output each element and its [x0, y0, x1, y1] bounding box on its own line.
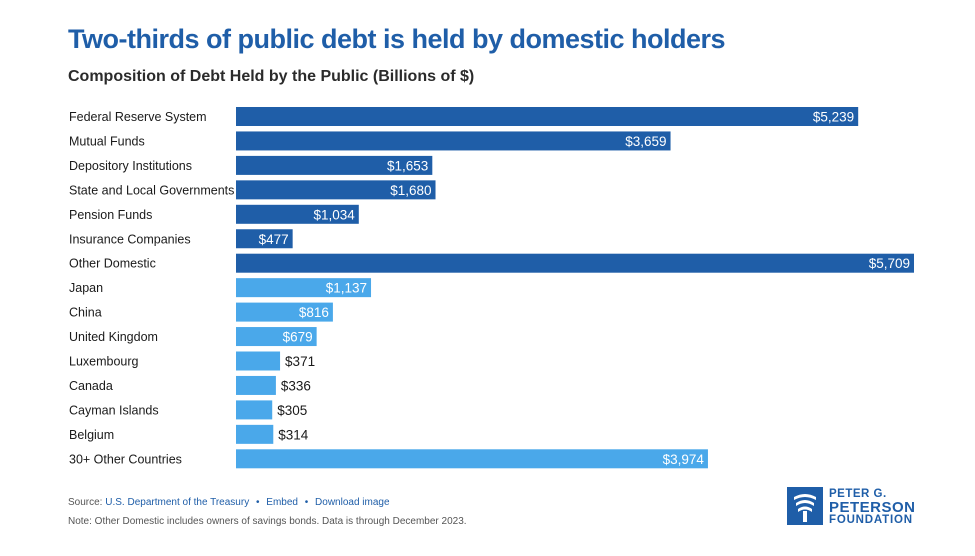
- data-label: $1,653: [387, 158, 428, 173]
- category-label: Belgium: [69, 428, 114, 442]
- bullet-separator: •: [255, 497, 260, 508]
- data-label: $305: [277, 403, 307, 418]
- bar-chart: Federal Reserve System $5,239 Mutual Funds…: [69, 107, 914, 469]
- data-label: $336: [281, 378, 311, 393]
- category-label: Other Domestic: [69, 257, 156, 271]
- category-label: State and Local Governments: [69, 183, 234, 197]
- category-label: Federal Reserve System: [69, 110, 207, 124]
- bar[interactable]: [236, 155, 433, 175]
- source-prefix: Source:: [68, 497, 103, 508]
- bar[interactable]: [236, 180, 436, 200]
- torch-flame-icon: [787, 487, 823, 525]
- data-label: $1,034: [314, 207, 356, 222]
- logo-line-1: PETER G.: [829, 488, 887, 500]
- category-label: Cayman Islands: [69, 403, 159, 417]
- bar[interactable]: [236, 449, 708, 469]
- data-label: $371: [285, 354, 315, 369]
- bar[interactable]: [236, 302, 333, 322]
- data-label: $5,709: [869, 256, 910, 271]
- bar[interactable]: [236, 107, 859, 126]
- bar[interactable]: [236, 131, 671, 151]
- embed-link[interactable]: Embed: [266, 497, 298, 508]
- category-label: 30+ Other Countries: [69, 452, 182, 466]
- data-label: $477: [259, 232, 289, 247]
- footnote: Note: Other Domestic includes owners of …: [68, 516, 467, 527]
- category-label: Canada: [69, 379, 113, 393]
- data-label: $679: [283, 330, 313, 345]
- data-label: $1,680: [390, 183, 431, 198]
- bar[interactable]: [236, 204, 359, 224]
- category-label: United Kingdom: [69, 330, 158, 344]
- data-label: $3,659: [625, 134, 666, 149]
- logo-line-2: PETERSON: [829, 499, 916, 516]
- bar[interactable]: [236, 351, 281, 371]
- bar[interactable]: [236, 400, 273, 420]
- bar[interactable]: [236, 278, 372, 298]
- category-label: Depository Institutions: [69, 159, 192, 173]
- bar[interactable]: [236, 253, 914, 273]
- category-label: China: [69, 306, 102, 320]
- category-label: Mutual Funds: [69, 134, 145, 148]
- category-label: Insurance Companies: [69, 232, 191, 246]
- bar[interactable]: [236, 327, 317, 347]
- category-label: Japan: [69, 281, 103, 295]
- peterson-foundation-logo[interactable]: PETER G. PETERSON FOUNDATION: [787, 487, 927, 527]
- bar[interactable]: [236, 229, 293, 249]
- data-label: $3,974: [663, 452, 705, 467]
- bar[interactable]: [236, 424, 274, 444]
- data-label: $1,137: [326, 281, 367, 296]
- logo-line-3: FOUNDATION: [829, 514, 913, 526]
- category-label: Pension Funds: [69, 208, 152, 222]
- data-label: $314: [278, 427, 309, 442]
- chart-subtitle: Composition of Debt Held by the Public (…: [68, 68, 475, 85]
- category-label: Luxembourg: [69, 355, 139, 369]
- bullet-separator: •: [304, 497, 309, 508]
- data-label: $5,239: [813, 110, 854, 125]
- source-line: Source: U.S. Department of the Treasury …: [68, 497, 390, 508]
- bar[interactable]: [236, 375, 276, 395]
- download-image-link[interactable]: Download image: [315, 497, 390, 508]
- source-link[interactable]: U.S. Department of the Treasury: [105, 497, 250, 508]
- chart-title: Two-thirds of public debt is held by dom…: [68, 24, 726, 54]
- data-label: $816: [299, 305, 329, 320]
